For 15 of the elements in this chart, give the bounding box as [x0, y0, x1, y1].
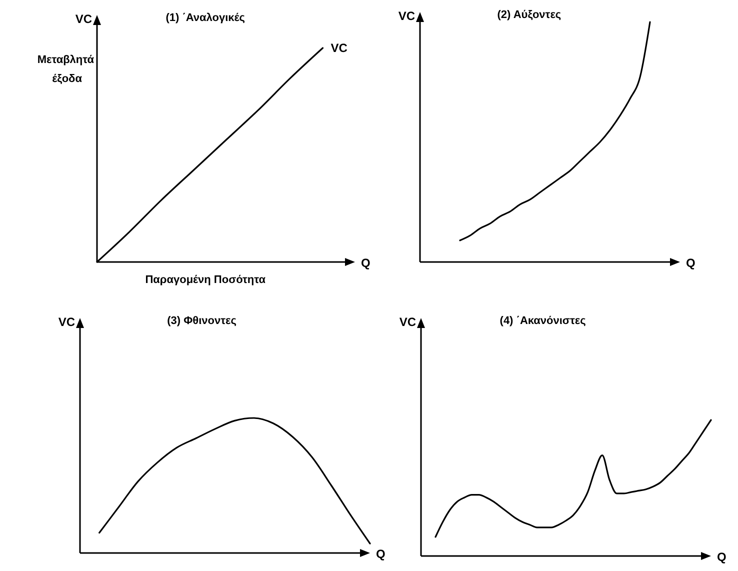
y-axis-title: VC	[75, 12, 92, 26]
y-axis-title: VC	[398, 9, 416, 23]
text: Μεταβλητά έξοδα	[37, 54, 94, 85]
x-axis-title: Q	[686, 256, 696, 270]
x-axis-title: Q	[717, 550, 726, 564]
series-label: VC	[330, 41, 348, 55]
y-axis-title: VC	[58, 315, 76, 329]
chart-title: (3) Φθινοντες	[167, 315, 237, 327]
chart-title: (4) ΄Ακανόνιστες	[500, 315, 586, 327]
y-axis-title: VC	[399, 315, 416, 329]
chart-title: (2) Αύξοντες	[497, 9, 562, 21]
x-axis-title: Q	[361, 256, 370, 270]
chart-title: (1) ΄Αναλογικές	[166, 12, 246, 24]
text: Παραγομένη Ποσότητα	[145, 274, 266, 286]
x-axis-title: Q	[376, 547, 386, 561]
